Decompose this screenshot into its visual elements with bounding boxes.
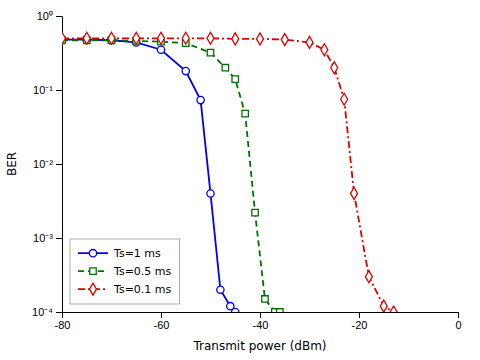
legend-item: Ts=1 ms bbox=[78, 247, 161, 260]
point bbox=[306, 36, 313, 48]
point bbox=[252, 209, 258, 215]
legend-marker bbox=[90, 268, 96, 274]
point bbox=[133, 32, 140, 44]
tick: 0 bbox=[455, 312, 461, 331]
tick-mark bbox=[56, 164, 62, 165]
tick-label: 10⁻⁴ bbox=[32, 306, 53, 318]
point bbox=[321, 44, 328, 56]
legend-item: Ts=0.5 ms bbox=[78, 265, 172, 278]
point bbox=[232, 308, 239, 312]
tick-label: 10⁻¹ bbox=[33, 84, 53, 96]
point bbox=[242, 110, 248, 116]
tick-mark bbox=[56, 90, 62, 91]
point bbox=[331, 62, 338, 74]
point bbox=[108, 32, 115, 44]
point bbox=[277, 309, 283, 312]
y-axis: 10⁻⁴ 10⁻³ 10⁻² 10⁻¹ 10⁰ bbox=[32, 10, 62, 318]
point bbox=[182, 67, 189, 74]
tick: 10⁻³ bbox=[33, 232, 62, 244]
tick: 10⁰ bbox=[37, 10, 62, 22]
tick-mark bbox=[56, 16, 62, 17]
tick-mark bbox=[56, 238, 62, 239]
tick-label: 10⁻² bbox=[33, 158, 53, 170]
point bbox=[157, 46, 164, 53]
point bbox=[380, 300, 387, 312]
point bbox=[257, 33, 264, 45]
tick: -20 bbox=[352, 312, 368, 331]
legend-label: Ts=1 ms bbox=[113, 247, 161, 260]
tick-label: -40 bbox=[253, 319, 269, 331]
tick-mark bbox=[359, 312, 360, 318]
legend-box bbox=[70, 239, 180, 304]
marks bbox=[62, 32, 397, 312]
legend-label: Ts=0.5 ms bbox=[113, 265, 172, 278]
point bbox=[62, 32, 65, 44]
point bbox=[217, 286, 224, 293]
point bbox=[341, 93, 348, 105]
point bbox=[262, 296, 268, 302]
point bbox=[390, 306, 397, 312]
tick: -60 bbox=[154, 312, 170, 331]
series bbox=[62, 36, 239, 312]
tick: -40 bbox=[253, 312, 269, 331]
x-axis-title: Transmit power (dBm) bbox=[192, 339, 326, 353]
point bbox=[232, 76, 238, 82]
y-axis-title: BER bbox=[5, 152, 19, 176]
axis-line bbox=[56, 17, 63, 313]
x-axis: -80 -60 -40 -20 0 bbox=[55, 312, 462, 331]
legend-marker bbox=[89, 249, 96, 256]
tick-mark bbox=[458, 312, 459, 318]
series bbox=[62, 37, 283, 312]
point bbox=[207, 32, 214, 44]
tick: -80 bbox=[55, 312, 71, 331]
point bbox=[222, 64, 228, 70]
point bbox=[182, 32, 189, 44]
series bbox=[62, 32, 397, 312]
point bbox=[207, 190, 214, 197]
axis-line bbox=[63, 313, 459, 319]
tick-label: 10⁰ bbox=[37, 10, 53, 22]
chart: -80-60-40-20010⁻⁴10⁻³10⁻²10⁻¹10⁰Ts=1 msT… bbox=[0, 0, 480, 360]
series-line bbox=[62, 38, 394, 312]
point bbox=[351, 187, 358, 199]
tick-label: -80 bbox=[55, 319, 71, 331]
plot: -80-60-40-20010⁻⁴10⁻³10⁻²10⁻¹10⁰Ts=1 msT… bbox=[32, 10, 462, 331]
tick-label: -20 bbox=[352, 319, 368, 331]
legend-label: Ts=0.1 ms bbox=[113, 283, 172, 296]
point bbox=[281, 34, 288, 46]
series-line bbox=[62, 40, 235, 312]
legend-item: Ts=0.1 ms bbox=[78, 283, 172, 296]
legend: Ts=1 ms Ts=0.5 ms Ts=0.1 ms bbox=[70, 239, 180, 304]
tick-label: 10⁻³ bbox=[33, 232, 53, 244]
point bbox=[365, 271, 372, 283]
series-line bbox=[62, 40, 280, 312]
point bbox=[158, 32, 165, 44]
tick: 10⁻⁴ bbox=[32, 306, 62, 318]
tick: 10⁻² bbox=[33, 158, 62, 170]
point bbox=[83, 32, 90, 44]
point bbox=[197, 96, 204, 103]
tick-mark bbox=[161, 312, 162, 318]
legend-marker bbox=[90, 283, 97, 295]
tick: 10⁻¹ bbox=[33, 84, 62, 96]
point bbox=[232, 33, 239, 45]
tick-label: 0 bbox=[455, 319, 461, 331]
tick-label: -60 bbox=[154, 319, 170, 331]
tick-mark bbox=[260, 312, 261, 318]
tick-mark bbox=[56, 312, 62, 313]
point bbox=[207, 49, 213, 55]
